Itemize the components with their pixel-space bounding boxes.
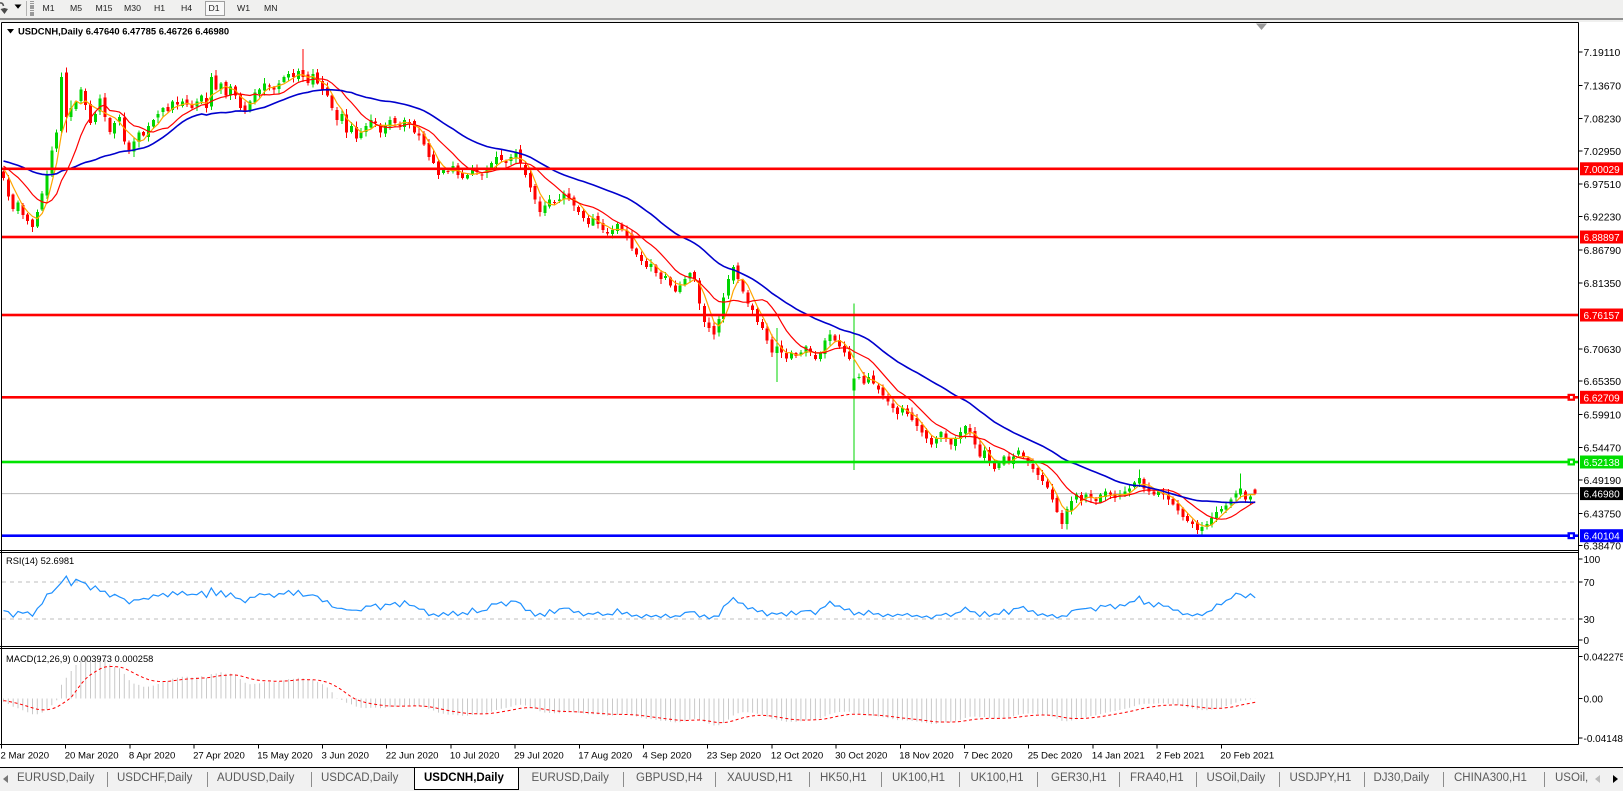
svg-text:30: 30 (1584, 615, 1596, 626)
svg-text:2 Feb 2021: 2 Feb 2021 (1156, 751, 1205, 762)
svg-text:6.52138: 6.52138 (1584, 458, 1621, 469)
svg-text:6.97510: 6.97510 (1584, 180, 1622, 191)
svg-text:6.88897: 6.88897 (1584, 233, 1621, 244)
svg-text:2 Mar 2020: 2 Mar 2020 (1, 751, 50, 762)
svg-text:6.62709: 6.62709 (1584, 393, 1621, 404)
svg-text:6.43750: 6.43750 (1584, 509, 1622, 520)
svg-text:14 Jan 2021: 14 Jan 2021 (1092, 751, 1145, 762)
svg-text:0.042275: 0.042275 (1584, 653, 1623, 664)
svg-text:6.86790: 6.86790 (1584, 246, 1622, 257)
svg-text:6.81350: 6.81350 (1584, 279, 1622, 290)
svg-text:7.08230: 7.08230 (1584, 115, 1622, 126)
svg-text:0.00: 0.00 (1584, 695, 1604, 706)
svg-text:20 Feb 2021: 20 Feb 2021 (1220, 751, 1274, 762)
svg-text:10 Jul 2020: 10 Jul 2020 (450, 751, 500, 762)
svg-text:6.76157: 6.76157 (1584, 311, 1621, 322)
svg-text:15 May 2020: 15 May 2020 (257, 751, 312, 762)
svg-text:-0.04148: -0.04148 (1584, 734, 1623, 745)
svg-text:0: 0 (1584, 636, 1590, 647)
svg-text:7.19110: 7.19110 (1584, 48, 1621, 59)
svg-text:6.65350: 6.65350 (1584, 377, 1622, 388)
svg-text:6.40104: 6.40104 (1584, 532, 1621, 543)
svg-text:29 Jul 2020: 29 Jul 2020 (514, 751, 564, 762)
svg-text:6.70630: 6.70630 (1584, 345, 1622, 356)
svg-text:20 Mar 2020: 20 Mar 2020 (65, 751, 119, 762)
svg-text:6.46980: 6.46980 (1584, 490, 1621, 501)
svg-text:8 Apr 2020: 8 Apr 2020 (129, 751, 175, 762)
svg-text:18 Nov 2020: 18 Nov 2020 (899, 751, 953, 762)
svg-text:RSI(14) 52.6981: RSI(14) 52.6981 (6, 556, 74, 566)
svg-text:70: 70 (1584, 578, 1596, 589)
svg-text:7.13670: 7.13670 (1584, 81, 1622, 92)
svg-text:22 Jun 2020: 22 Jun 2020 (386, 751, 439, 762)
svg-text:6.49190: 6.49190 (1584, 476, 1622, 487)
svg-text:3 Jun 2020: 3 Jun 2020 (322, 751, 369, 762)
svg-text:30 Oct 2020: 30 Oct 2020 (835, 751, 887, 762)
svg-text:7.00029: 7.00029 (1584, 165, 1621, 176)
svg-text:25 Dec 2020: 25 Dec 2020 (1028, 751, 1082, 762)
svg-text:100: 100 (1584, 555, 1601, 566)
svg-text:6.59910: 6.59910 (1584, 410, 1622, 421)
svg-text:6.38470: 6.38470 (1584, 542, 1622, 553)
svg-text:7.02950: 7.02950 (1584, 147, 1622, 158)
svg-text:23 Sep 2020: 23 Sep 2020 (707, 751, 761, 762)
svg-text:USDCNH,Daily 6.47640 6.47785: USDCNH,Daily 6.47640 6.47785 6.46726 6.4… (18, 26, 229, 37)
svg-text:27 Apr 2020: 27 Apr 2020 (193, 751, 245, 762)
svg-text:12 Oct 2020: 12 Oct 2020 (771, 751, 823, 762)
svg-text:4 Sep 2020: 4 Sep 2020 (643, 751, 692, 762)
svg-text:MACD(12,26,9) 0.003973 0.00025: MACD(12,26,9) 0.003973 0.000258 (6, 654, 153, 664)
svg-text:6.92230: 6.92230 (1584, 213, 1622, 224)
svg-text:6.54470: 6.54470 (1584, 444, 1622, 455)
svg-text:17 Aug 2020: 17 Aug 2020 (578, 751, 632, 762)
svg-text:7 Dec 2020: 7 Dec 2020 (964, 751, 1013, 762)
